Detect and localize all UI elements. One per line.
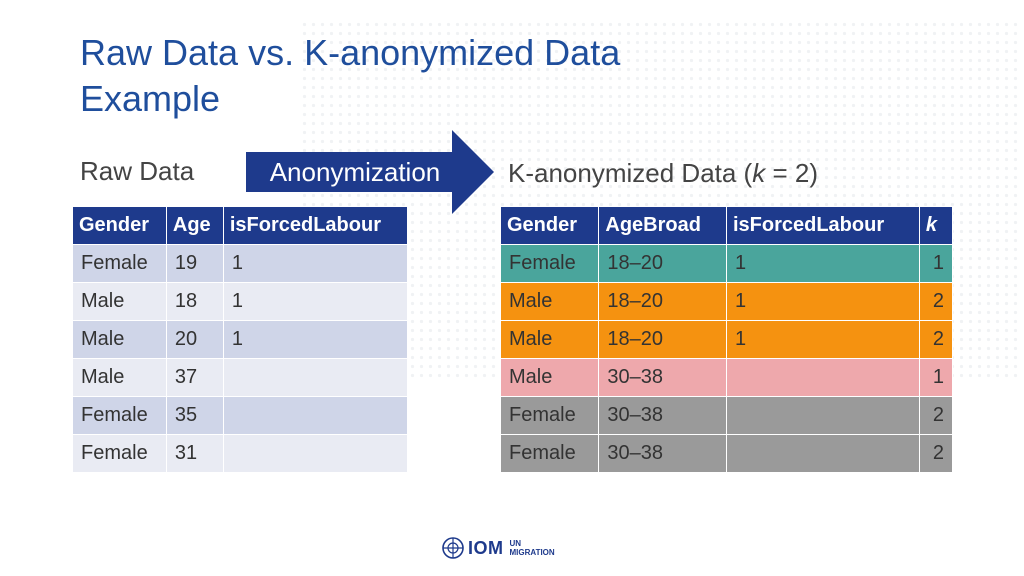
raw-cell: 1 xyxy=(222,320,409,359)
k-cell: Female xyxy=(499,396,600,435)
k-table-row: Male 18–20 1 2 xyxy=(499,282,954,321)
raw-data-table: Gender Age isForcedLabour Female 19 1 Male 1… xyxy=(72,206,409,473)
raw-cell xyxy=(222,396,409,435)
k-cell: 18–20 xyxy=(598,244,727,283)
logo-sub-un: UN xyxy=(509,539,522,548)
un-emblem-icon xyxy=(442,537,464,559)
anonymization-label: Anonymization xyxy=(269,157,441,187)
k-cell: 1 xyxy=(918,358,954,397)
raw-cell: Male xyxy=(72,358,167,397)
raw-header-row: Gender Age isForcedLabour xyxy=(72,206,409,245)
raw-table-row: Female 35 xyxy=(72,396,409,435)
k-table-row: Female 18–20 1 1 xyxy=(499,244,954,283)
raw-header-forced: isForcedLabour xyxy=(222,206,409,245)
raw-cell xyxy=(222,434,409,473)
k-cell xyxy=(725,358,920,397)
k-cell: 18–20 xyxy=(598,320,727,359)
k-label-var: k xyxy=(752,158,766,188)
k-anonymized-table: Gender AgeBroad isForcedLabour k Female 1… xyxy=(499,206,954,473)
k-cell: 2 xyxy=(918,320,954,359)
raw-cell: 19 xyxy=(165,244,224,283)
k-cell: Male xyxy=(499,282,600,321)
raw-cell: Female xyxy=(72,244,167,283)
raw-cell: 35 xyxy=(165,396,224,435)
raw-cell: 37 xyxy=(165,358,224,397)
iom-logo: IOM UN MIGRATION xyxy=(442,536,555,560)
k-label-pre: K-anonymized Data ( xyxy=(508,158,753,188)
raw-table-row: Female 31 xyxy=(72,434,409,473)
raw-header-age: Age xyxy=(165,206,224,245)
k-header-gender: Gender xyxy=(499,206,600,245)
raw-table-row: Male 18 1 xyxy=(72,282,409,321)
title-line-2: Example xyxy=(80,78,221,119)
slide-title: Raw Data vs. K-anonymized Data Example xyxy=(80,30,780,122)
raw-cell: Female xyxy=(72,434,167,473)
k-header-row: Gender AgeBroad isForcedLabour k xyxy=(499,206,954,245)
k-table-row: Female 30–38 2 xyxy=(499,396,954,435)
k-cell: 18–20 xyxy=(598,282,727,321)
k-cell: 1 xyxy=(725,282,920,321)
title-line-1: Raw Data vs. K-anonymized Data xyxy=(80,32,621,73)
raw-cell: 31 xyxy=(165,434,224,473)
raw-cell: 1 xyxy=(222,282,409,321)
k-table-row: Female 30–38 2 xyxy=(499,434,954,473)
k-cell: 2 xyxy=(918,282,954,321)
k-table-row: Male 18–20 1 2 xyxy=(499,320,954,359)
raw-cell: 18 xyxy=(165,282,224,321)
k-header-forced: isForcedLabour xyxy=(725,206,920,245)
k-cell: Female xyxy=(499,244,600,283)
raw-table-row: Female 19 1 xyxy=(72,244,409,283)
k-header-k: k xyxy=(918,206,954,245)
raw-cell: Female xyxy=(72,396,167,435)
k-anonymized-label: K-anonymized Data (k = 2) xyxy=(508,158,818,189)
k-cell: 1 xyxy=(918,244,954,283)
k-cell: 30–38 xyxy=(598,358,727,397)
k-cell: 2 xyxy=(918,434,954,473)
raw-cell: 1 xyxy=(222,244,409,283)
anonymization-arrow-icon xyxy=(246,130,494,214)
k-cell: Male xyxy=(499,358,600,397)
raw-table-row: Male 37 xyxy=(72,358,409,397)
raw-header-gender: Gender xyxy=(72,206,167,245)
k-cell: 2 xyxy=(918,396,954,435)
k-header-agebroad: AgeBroad xyxy=(598,206,727,245)
k-cell: 1 xyxy=(725,244,920,283)
raw-table-row: Male 20 1 xyxy=(72,320,409,359)
raw-data-label: Raw Data xyxy=(80,156,195,186)
raw-cell: Male xyxy=(72,320,167,359)
raw-cell xyxy=(222,358,409,397)
raw-cell: Male xyxy=(72,282,167,321)
k-table-row: Male 30–38 1 xyxy=(499,358,954,397)
logo-sub-migration: MIGRATION xyxy=(509,548,555,557)
k-cell: 30–38 xyxy=(598,396,727,435)
k-cell: Female xyxy=(499,434,600,473)
raw-cell: 20 xyxy=(165,320,224,359)
k-cell xyxy=(725,434,920,473)
logo-text: IOM xyxy=(468,537,504,558)
k-cell: 1 xyxy=(725,320,920,359)
k-cell: Male xyxy=(499,320,600,359)
k-label-post: = 2) xyxy=(765,158,818,188)
logo-subtext: UN MIGRATION xyxy=(510,539,555,557)
k-cell xyxy=(725,396,920,435)
k-cell: 30–38 xyxy=(598,434,727,473)
